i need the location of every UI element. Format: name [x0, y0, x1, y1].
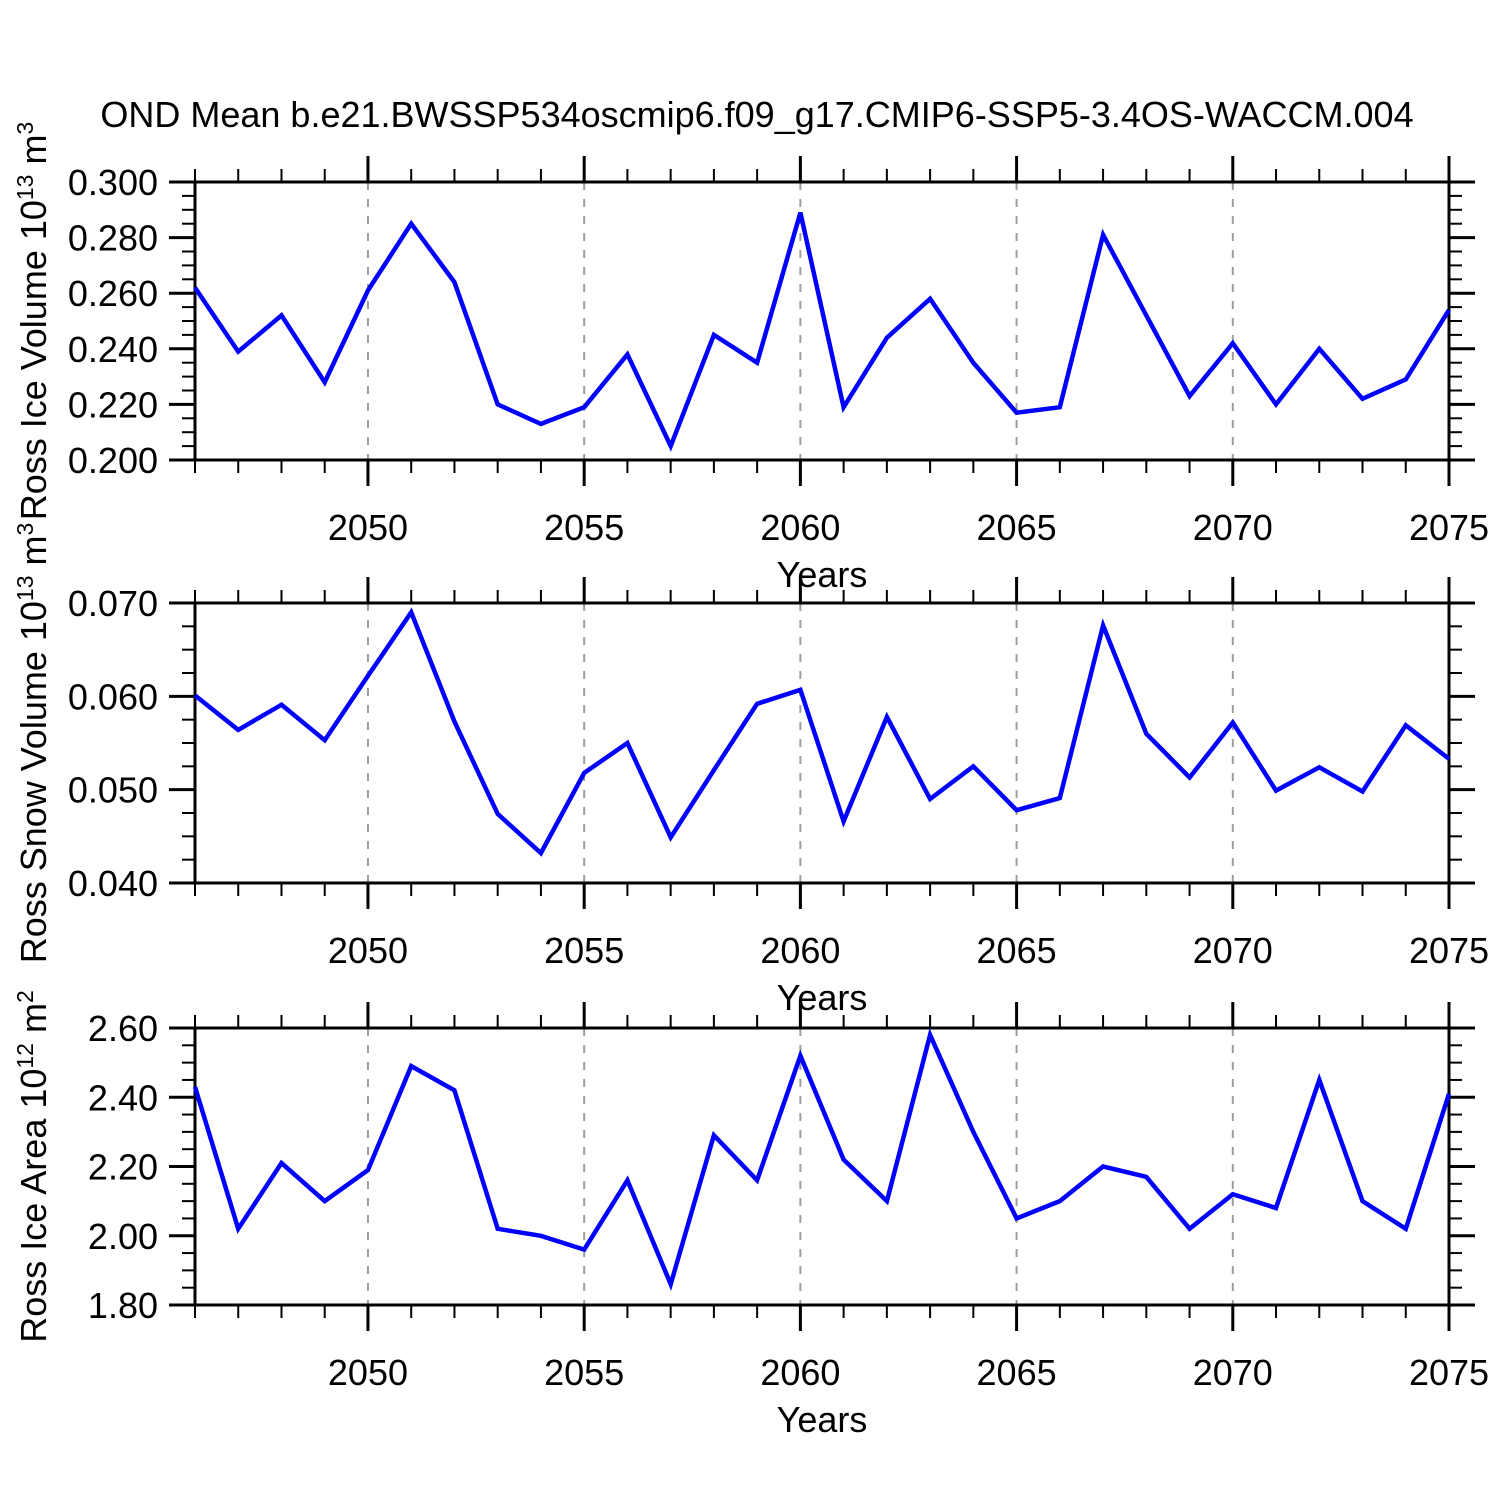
data-line [193, 211, 1451, 452]
x-tick-label: 2050 [328, 930, 408, 971]
x-tick-label: 2055 [544, 1352, 624, 1393]
y-tick-label: 2.40 [88, 1077, 158, 1118]
x-axis-title: Years [777, 554, 868, 595]
y-tick-label: 0.300 [68, 162, 158, 203]
y-tick-label: 2.60 [88, 1008, 158, 1049]
y-tick-label: 1.80 [88, 1285, 158, 1326]
plot-frame [193, 1026, 1451, 1307]
x-tick-label: 2050 [328, 1352, 408, 1393]
y-tick-label: 0.260 [68, 273, 158, 314]
data-line [193, 607, 1451, 857]
y-axis-title: Ross Ice Volume 1013 m3 [12, 122, 54, 521]
plot-frame [193, 180, 1451, 462]
plot-frame [193, 601, 1451, 885]
x-tick-label: 2070 [1193, 930, 1273, 971]
x-tick-label: 2070 [1193, 1352, 1273, 1393]
x-tick-label: 2075 [1409, 507, 1489, 548]
x-tick-label: 2050 [328, 507, 408, 548]
y-tick-label: 0.280 [68, 218, 158, 259]
x-tick-label: 2075 [1409, 1352, 1489, 1393]
x-tick-label: 2075 [1409, 930, 1489, 971]
x-tick-label: 2065 [977, 1352, 1057, 1393]
x-axis-title: Years [777, 977, 868, 1018]
y-tick-label: 0.050 [68, 770, 158, 811]
chart-title: OND Mean b.e21.BWSSP534oscmip6.f09_g17.C… [100, 94, 1413, 135]
x-axis-title: Years [777, 1399, 868, 1440]
panels-group: 0.200 0.220 0.240 0.260 0.280 0.300 2050 2055 20… [12, 122, 1489, 1440]
x-tick-label: 2055 [544, 930, 624, 971]
y-tick-label: 2.20 [88, 1147, 158, 1188]
y-tick-label: 0.240 [68, 329, 158, 370]
y-tick-label: 0.070 [68, 583, 158, 624]
x-tick-label: 2070 [1193, 507, 1273, 548]
panel-ross-ice-volume-10: 0.200 0.220 0.240 0.260 0.280 0.300 2050 2055 20… [12, 122, 1489, 595]
y-tick-label: 2.00 [88, 1216, 158, 1257]
y-tick-label: 0.060 [68, 676, 158, 717]
data-line [192, 1028, 1452, 1291]
y-tick-label: 0.220 [68, 384, 158, 425]
x-tick-label: 2065 [977, 507, 1057, 548]
panel-ross-snow-volume-10: 0.040 0.050 0.060 0.070 2050 2055 2060 2065 2070… [12, 523, 1489, 1018]
y-tick-label: 0.040 [68, 863, 158, 904]
x-tick-label: 2055 [544, 507, 624, 548]
x-tick-label: 2060 [760, 507, 840, 548]
y-tick-label: 0.200 [68, 440, 158, 481]
panel-ross-ice-area-10: 1.80 2.00 2.20 2.40 2.60 2050 2055 2060 2065 2070… [12, 990, 1489, 1440]
x-tick-label: 2065 [977, 930, 1057, 971]
x-tick-label: 2060 [760, 1352, 840, 1393]
y-axis-title: Ross Snow Volume 1013 m3 [12, 523, 54, 964]
x-tick-label: 2060 [760, 930, 840, 971]
y-axis-title: Ross Ice Area 1012 m2 [12, 990, 54, 1343]
